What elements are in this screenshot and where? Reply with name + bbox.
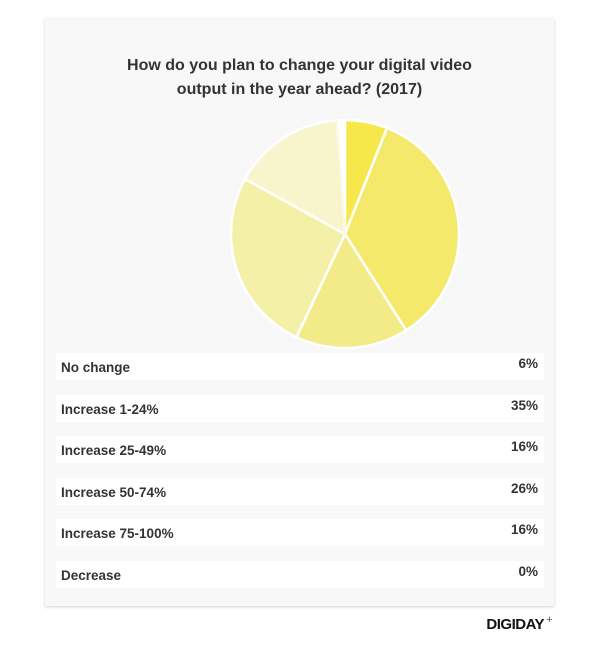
legend-row: Increase 75-100% 16% [56,519,544,546]
category-label: Decrease [61,567,122,583]
value-label: 16% [510,439,538,454]
legend-row: Increase 25-49% 16% [56,436,544,463]
chart-title: How do you plan to change your digital v… [127,57,472,98]
category-label: Increase 1-24% [61,401,159,417]
category-label: Increase 75-100% [61,526,174,541]
value-label: 26% [510,480,538,496]
pie-slice-increase-1-24- [343,126,461,332]
value-label: 6% [518,356,538,371]
pie-slice-decrease [335,120,346,235]
brand-name: DIGIDAY [486,616,545,633]
value-label: 16% [510,522,538,537]
legend-row: Decrease 0% [56,560,544,588]
category-label: No change [61,360,131,375]
legend-row: No change 6% [56,353,544,380]
legend-row: Increase 50-74% 26% [56,477,544,505]
pie-slice-increase-75-100- [243,118,347,237]
legend-row: Increase 1-24% 35% [56,394,544,422]
value-label: 35% [510,397,538,413]
value-label: 0% [518,563,538,579]
category-label: Increase 50-74% [61,484,167,500]
brand-mark: + [546,614,552,626]
pie-slice-increase-25-49- [294,231,408,350]
category-label: Increase 25-49% [61,443,167,458]
digiday-logo: DIGIDAY + [486,614,552,633]
pie-chart [229,118,461,350]
chart-card: How do you plan to change your digital v… [45,18,554,606]
legend-table: No change 6% Increase 1-24% 35% Increase 25-… [56,353,544,602]
